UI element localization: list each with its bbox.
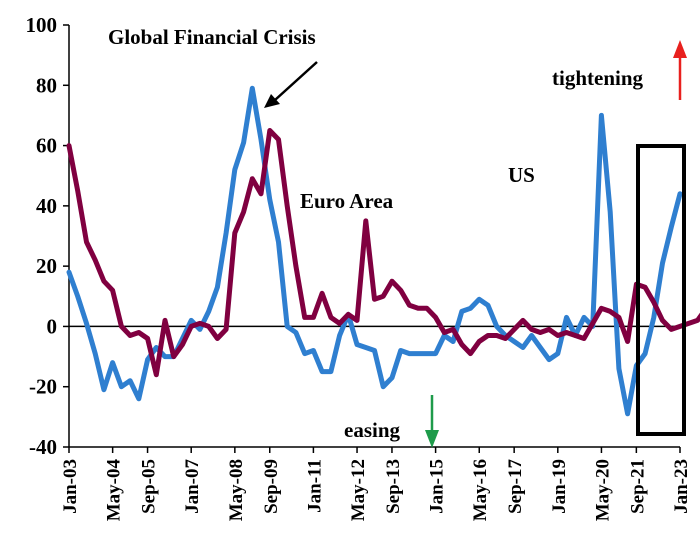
- x-tick-label: Sep-05: [139, 459, 160, 514]
- x-tick-label: Jan-23: [671, 459, 692, 514]
- x-tick-label: Jan-07: [182, 459, 203, 514]
- x-tick-label: Sep-13: [383, 459, 404, 514]
- y-tick-label: 40: [36, 194, 57, 218]
- x-tick-label: Jan-11: [304, 459, 325, 513]
- x-tick-label: May-20: [592, 459, 613, 521]
- x-tick-label: Jan-03: [60, 459, 81, 514]
- annotation-tightening: tightening: [552, 66, 644, 90]
- x-tick-label: Jan-19: [549, 459, 570, 514]
- y-tick-label: 80: [36, 73, 57, 97]
- easing-arrow-icon: [425, 395, 439, 448]
- x-tick-label: Sep-17: [505, 459, 526, 514]
- annotation-us: US: [508, 163, 535, 187]
- y-tick-label: 100: [26, 13, 58, 37]
- y-tick-label: -40: [29, 435, 57, 459]
- annotation-global-financial-crisis: Global Financial Crisis: [108, 25, 316, 49]
- x-tick-label: May-12: [348, 459, 369, 521]
- x-axis-ticks: Jan-03 May-04 Sep-05 Jan-07 May-08 Sep-09 Jan-…: [60, 447, 692, 521]
- annotation-easing: easing: [344, 418, 401, 442]
- series-line-euro-area: [66, 128, 700, 378]
- tightening-arrow-icon: [673, 40, 687, 100]
- y-tick-label: -20: [29, 375, 57, 399]
- y-tick-label: 60: [36, 134, 57, 158]
- x-tick-label: May-16: [470, 459, 491, 521]
- recent-period-highlight-box: [636, 144, 686, 436]
- y-tick-label: 20: [36, 254, 57, 278]
- y-tick-label: 0: [47, 314, 58, 338]
- x-tick-label: May-04: [104, 459, 125, 522]
- x-tick-label: Jan-15: [427, 459, 448, 514]
- series-line-us: [66, 85, 683, 417]
- x-tick-label: Sep-09: [261, 459, 282, 514]
- x-tick-label: May-08: [226, 459, 247, 521]
- gfc-arrow: [264, 61, 318, 108]
- x-tick-label: Sep-21: [627, 459, 648, 514]
- annotation-euro-area: Euro Area: [300, 189, 394, 213]
- y-axis-ticks: -40 -20 0 20 40 60 80 100: [26, 13, 69, 459]
